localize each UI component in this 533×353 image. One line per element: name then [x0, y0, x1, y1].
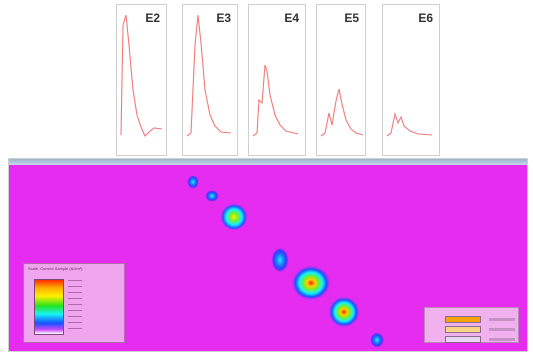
waveform-e4-trace	[252, 64, 299, 137]
hotspot-5	[291, 265, 331, 301]
waveform-e5-trace	[320, 88, 364, 137]
heatmap-panel: Scale, Current Sample (A/cm²)	[8, 158, 528, 352]
waveform-e2: E2	[116, 4, 167, 156]
waveform-e2-trace	[120, 14, 163, 137]
legend-text-line	[489, 318, 515, 321]
color-scale-title: Scale, Current Sample (A/cm²)	[28, 266, 83, 271]
hotspot-7	[370, 332, 384, 348]
hotspot-2	[205, 190, 219, 202]
color-scale-legend: Scale, Current Sample (A/cm²)	[23, 263, 125, 343]
legend-swatch-light-orange	[445, 326, 481, 333]
waveform-e4: E4	[248, 4, 306, 156]
hotspot-3	[220, 203, 248, 231]
hotspot-4	[271, 247, 289, 273]
legend-swatch-orange	[445, 316, 481, 323]
waveform-e3: E3	[182, 4, 238, 156]
waveform-e3-trace	[186, 14, 232, 137]
waveform-e6-label: E6	[418, 11, 433, 25]
waveform-e2-label: E2	[145, 11, 160, 25]
heatmap-blobs	[187, 175, 384, 348]
waveform-e6: E6	[382, 4, 440, 156]
waveform-e4-label: E4	[284, 11, 299, 25]
color-scale-ticks	[68, 280, 82, 332]
heatmap-top-strip	[9, 159, 527, 165]
waveform-e5: E5	[316, 4, 366, 156]
color-ramp	[34, 279, 64, 335]
hotspot-1	[187, 175, 199, 189]
materials-legend	[424, 307, 519, 343]
legend-text-line	[489, 328, 515, 331]
hotspot-6	[328, 296, 360, 328]
waveform-e6-trace	[386, 111, 433, 137]
waveform-e3-label: E3	[216, 11, 231, 25]
waveform-e5-label: E5	[344, 11, 359, 25]
legend-text-line	[489, 338, 515, 341]
legend-swatch-lavender	[445, 336, 481, 343]
